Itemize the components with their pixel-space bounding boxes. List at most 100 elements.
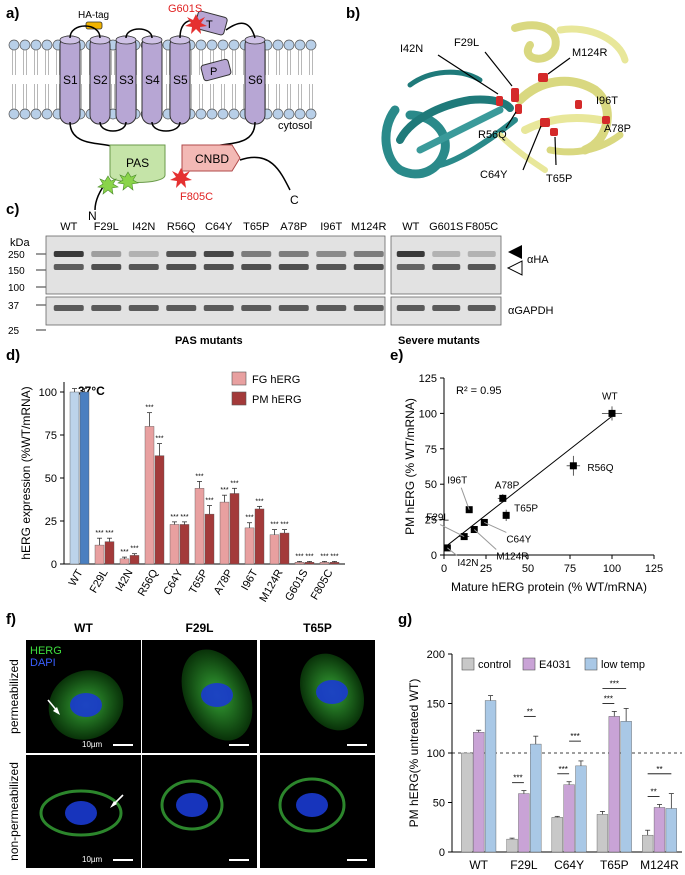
label-pointer-i42n [447,547,458,557]
panel-a-label: a) [6,5,19,22]
pas-star-left [97,175,119,195]
column-header-wt: WT [74,621,93,635]
mutation-label-g601s: G601S [168,3,202,15]
transmembrane-segments: S1 S2 S3 S4 S5 S6 [59,35,266,125]
legend-label-fg-herg: FG hERG [252,374,300,386]
y-tick-label: 125 [419,373,437,385]
band-immature [396,264,425,270]
band-mature [278,251,309,257]
lane-label-severe-f805c: F805C [465,221,498,233]
antibody-gapdh: αGAPDH [508,305,554,317]
y-axis-title: hERG expression (%WT/mRNA) [19,386,33,559]
significance-marker: *** [180,514,188,521]
point-t65p [502,511,510,519]
point-label-t65p: T65P [514,503,538,514]
kda-tick-250: 250 [8,250,25,261]
bar-fg-herg-f29l [94,544,105,565]
significance-marker: *** [610,680,619,689]
cell-nucleus [316,680,348,704]
legend-label-e4031: E4031 [539,659,571,671]
lipid-head-bottom [41,108,53,120]
bar-control-m124r [642,834,654,853]
yellow-sheet-1 [515,76,612,155]
x-tick-label: 25 [480,563,492,575]
x-tick-label-f29l: F29L [510,858,538,872]
significance-marker: *** [295,553,303,560]
bar-low-temp-c64y [575,765,587,853]
site-f29l [511,88,519,102]
x-tick-label: 0 [441,563,447,575]
panel-b-label: b) [346,5,360,22]
band-gapdh [91,305,122,311]
bar-pm-herg-a78p [229,493,240,565]
arrow-m124r [547,57,571,75]
arrow-t65p [554,136,557,166]
significance-marker: *** [105,530,113,537]
point-label-m124r: M124R [496,552,528,563]
band-mature [91,251,122,257]
lane-label-c64y: C64Y [205,221,233,233]
y-tick-label: 75 [45,430,57,442]
mutation-label-f805c: F805C [180,191,213,203]
significance-marker: ** [527,707,533,716]
pas-star-right [117,171,139,191]
n-terminus-label: N [88,209,97,223]
band-mature [166,251,197,257]
bar-e4031-m124r [653,807,666,853]
cell-membrane [278,777,346,833]
band-gapdh [353,305,384,311]
mutation-star-f805c [170,168,192,188]
legend-swatch-control [461,657,475,671]
site-t65p [550,128,558,136]
bar-fg-herg-a78p [219,501,230,565]
x-tick-label-g601s: G601S [283,568,311,604]
cell-nucleus [296,793,328,817]
x-tick-label: 50 [522,563,534,575]
arrowhead-membrane-bottom [110,801,117,808]
significance-marker: *** [230,480,238,487]
panel-c: c) kDa 250 150 100 37 25 WT F29L I42N R56Q C64Y T… [6,201,554,347]
immature-band-arrow [506,260,523,276]
lane-label-severe-wt: WT [402,221,419,233]
lane-label-r56q: R56Q [167,221,196,233]
lane-label-severe-g601s: G601S [429,221,463,233]
significance-marker: *** [255,498,263,505]
point-wt [608,409,616,417]
teal-loop [407,69,483,88]
bar-low-temp-f29l [530,743,542,853]
band-mature [128,251,159,257]
bar-pm-herg-g601s [304,562,315,565]
legend-label-low-temp: low temp [601,659,645,671]
mutation-sites [496,73,610,136]
bar-pm-herg-f29l [104,541,115,565]
lane-label-t65p: T65P [243,221,269,233]
blot-lanes: WT F29L I42N R56Q C64Y T65P A78P I96T M124R WT G60… [53,221,498,311]
lipid-head-top [195,39,207,51]
lipid-head-bottom [195,108,207,120]
row-label-permeabilized: permeabilized [7,659,21,734]
panel-d-label: d) [6,347,20,364]
bar-fg-herg-i42n [119,558,130,565]
lipid-head-bottom [283,108,295,120]
significance-marker: *** [245,515,253,522]
y-tick-label: 100 [427,748,445,760]
band-immature [53,264,84,270]
structure-label-i42n: I42N [400,43,423,55]
significance-marker: *** [305,553,313,560]
band-immature [166,264,197,270]
lipid-head-top [206,39,218,51]
pas-label: PAS [126,156,149,170]
significance-marker: *** [195,473,203,480]
lipid-head-top [228,39,240,51]
panel-g: g) 0 50 100 150 200 PM hERG(% untreated WT) co… [398,611,682,872]
lipid-head-bottom [228,108,240,120]
bar-pm-herg-m124r [279,532,290,565]
band-mature [432,251,461,257]
teal-sheet-1 [381,105,450,179]
y-tick-label: 0 [431,550,437,562]
lipid-head-bottom [19,108,31,120]
structure-label-r56q: R56Q [478,129,507,141]
teal-sheet-3 [416,106,504,154]
cell-nucleus [70,693,102,717]
